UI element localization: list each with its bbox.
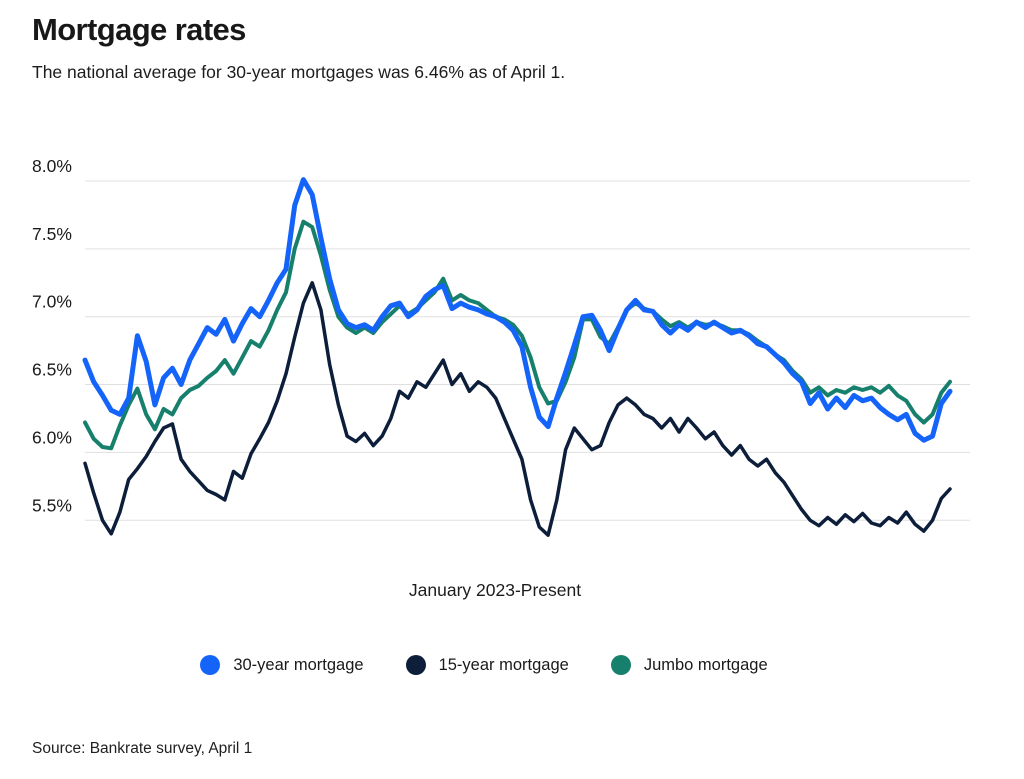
legend-item-30-year: 30-year mortgage bbox=[200, 655, 364, 675]
legend-label-jumbo: Jumbo mortgage bbox=[643, 655, 768, 674]
legend-item-jumbo: Jumbo mortgage bbox=[610, 655, 768, 675]
x-axis-label: January 2023-Present bbox=[408, 580, 582, 600]
series-line-15-year-mortgage bbox=[83, 281, 952, 537]
legend-item-15-year: 15-year mortgage bbox=[405, 655, 569, 675]
legend-dot-15-year-icon bbox=[405, 655, 426, 675]
legend-dot-30-year-icon bbox=[200, 655, 221, 675]
chart-canvas: 8.0% 7.5% 7.0% 6.5% 6.0% 5.5% bbox=[32, 156, 970, 537]
y-tick-label: 5.5% bbox=[32, 495, 72, 515]
y-tick-label: 6.5% bbox=[32, 360, 72, 380]
legend: 30-year mortgage 15-year mortgage Jumbo … bbox=[0, 655, 968, 675]
legend-label-15-year: 15-year mortgage bbox=[438, 655, 569, 674]
chart-title: Mortgage rates bbox=[32, 12, 246, 47]
series-line-30-year-mortgage bbox=[82, 177, 953, 443]
y-tick-label: 6.0% bbox=[32, 427, 72, 447]
y-tick-label: 7.5% bbox=[32, 224, 72, 244]
chart-subtitle: The national average for 30-year mortgag… bbox=[32, 62, 566, 82]
y-tick-label: 7.0% bbox=[32, 292, 72, 312]
legend-label-30-year: 30-year mortgage bbox=[233, 655, 364, 674]
y-tick-label: 8.0% bbox=[32, 156, 72, 176]
legend-dot-jumbo-icon bbox=[610, 655, 631, 675]
series-line-jumbo-mortgage bbox=[83, 219, 952, 451]
source-note: Source: Bankrate survey, April 1 bbox=[32, 740, 253, 757]
